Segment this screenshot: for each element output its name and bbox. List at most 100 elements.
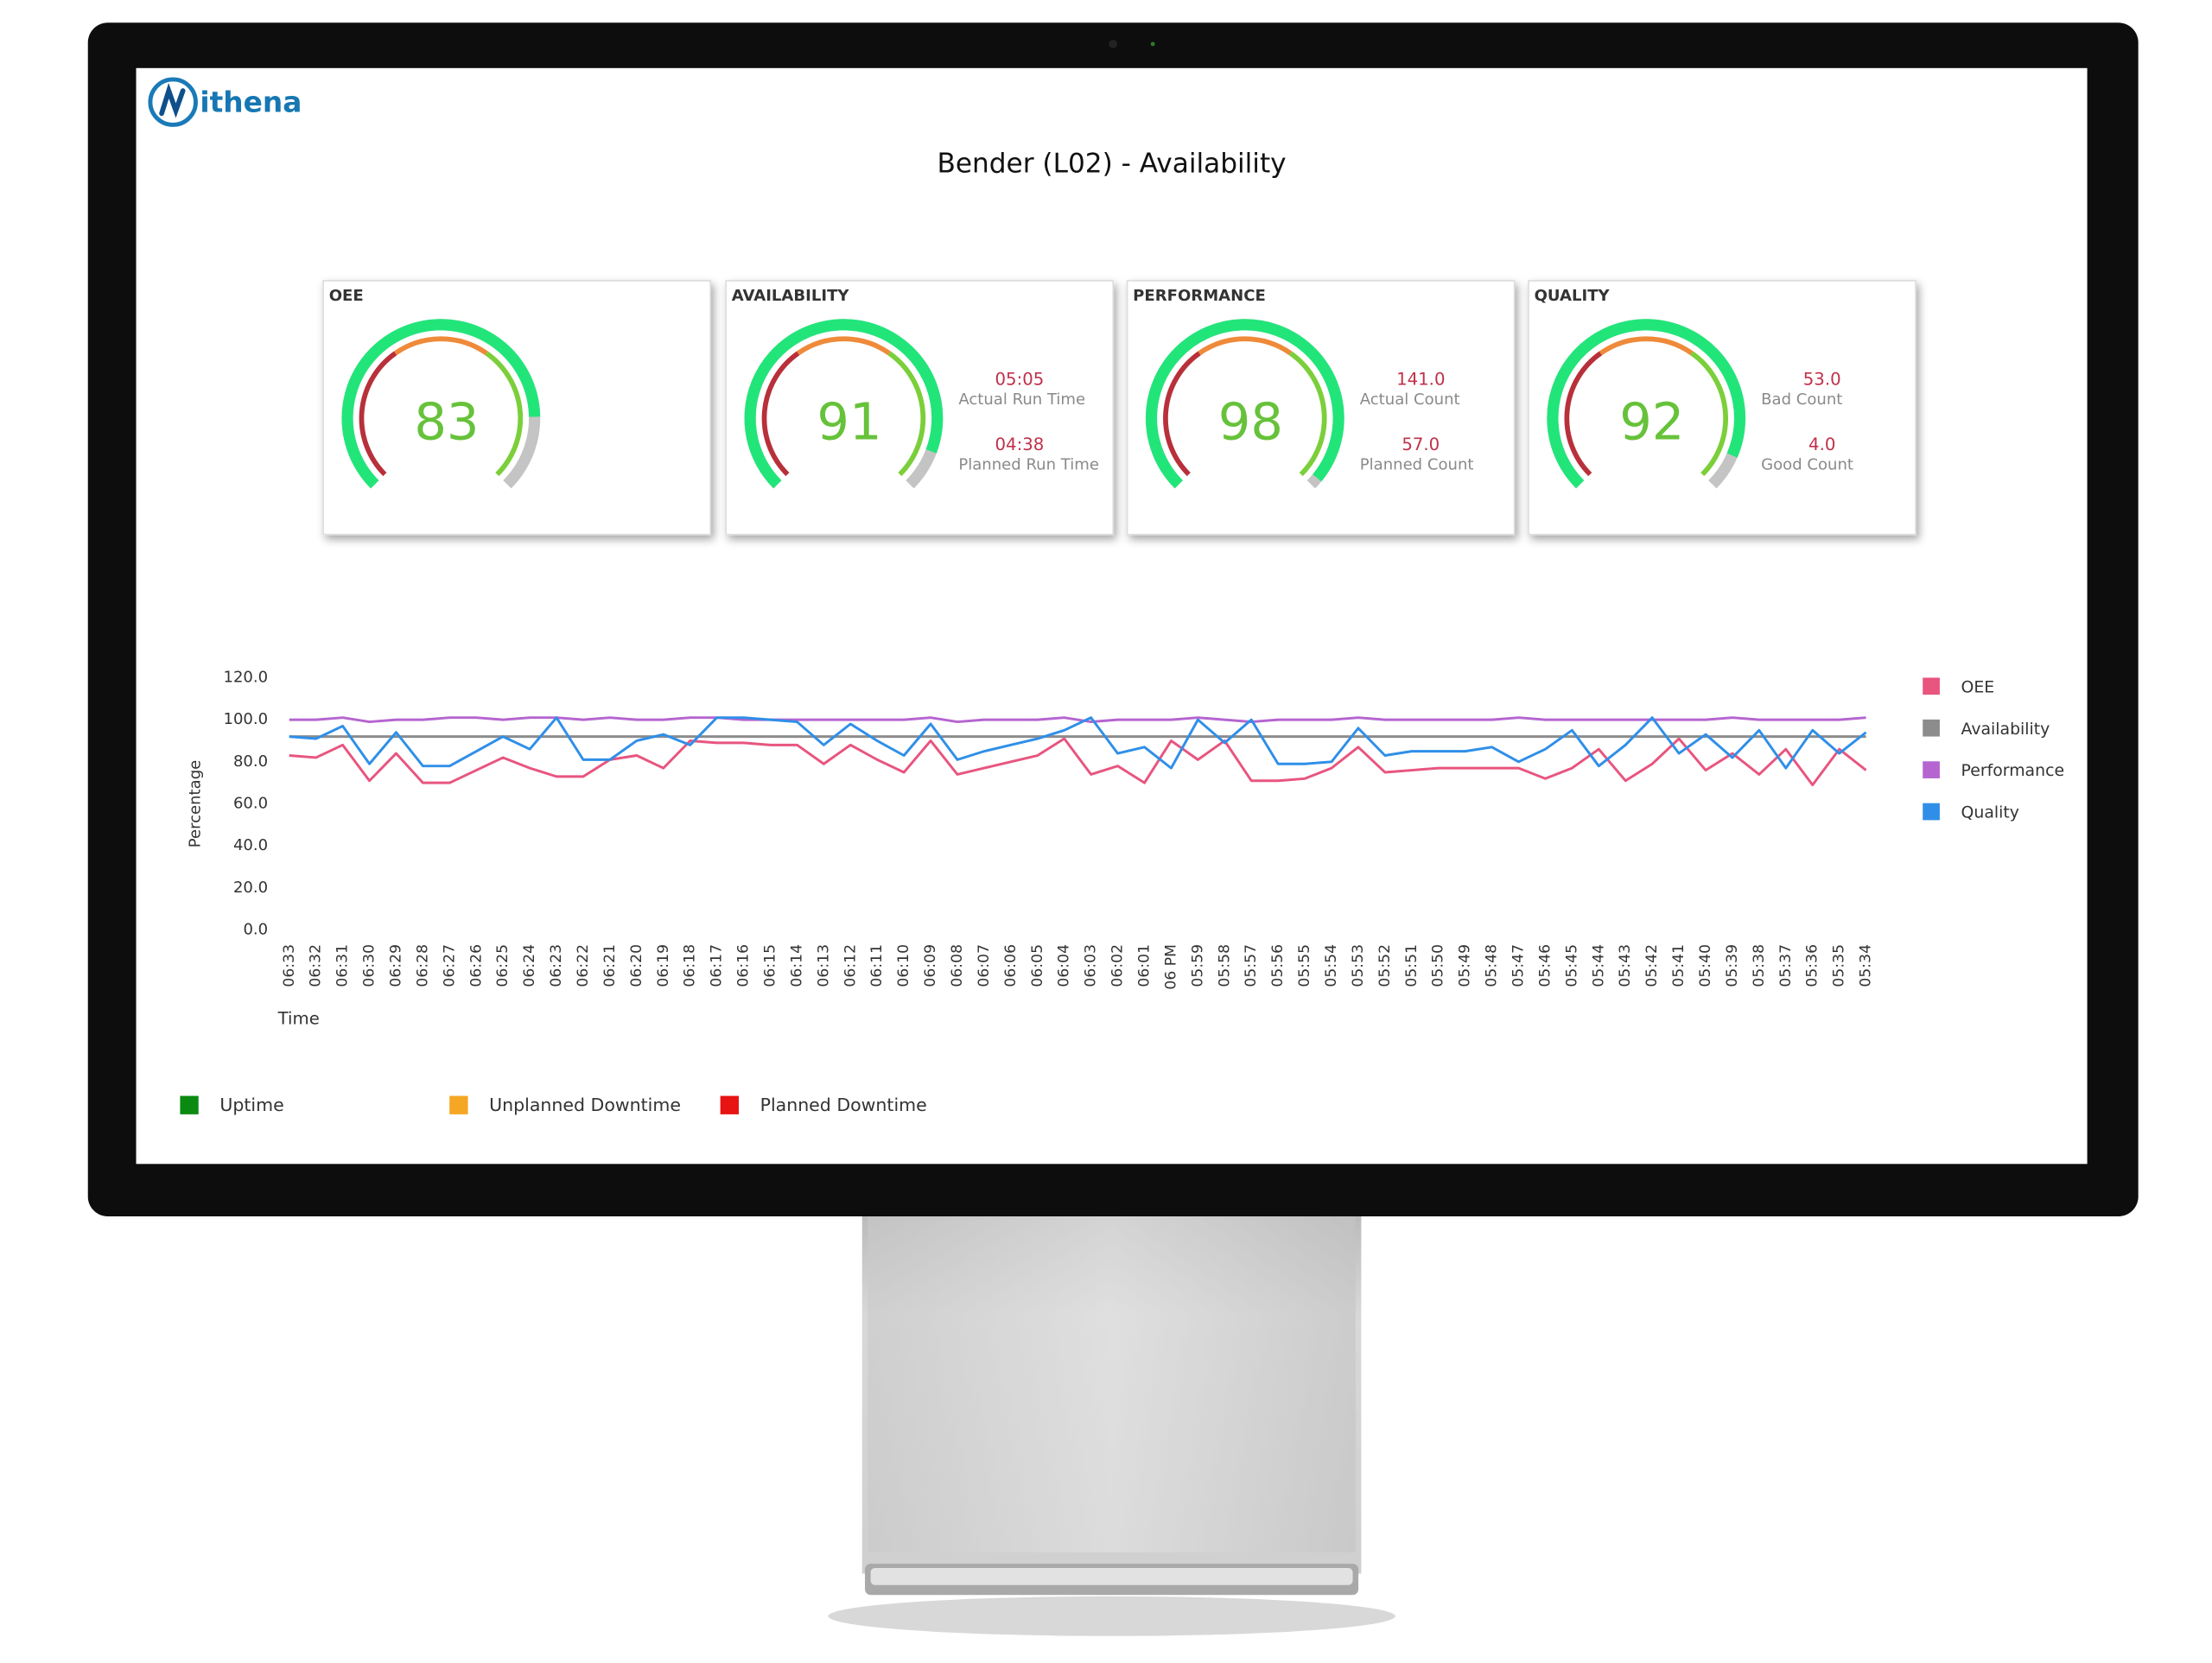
x-tick-label: 05:49 [1457, 944, 1474, 987]
x-tick-label: 05:39 [1724, 944, 1741, 987]
x-tick-label: 06:14 [788, 944, 805, 987]
series-line [289, 716, 1866, 724]
x-tick-label: 05:51 [1403, 944, 1421, 987]
page-title: Bender (L02) - Availability [937, 148, 1286, 179]
x-tick-label: 05:43 [1617, 944, 1634, 987]
stand-shadow [828, 1596, 1395, 1636]
metric-label: Bad Count [1761, 390, 1842, 409]
gauge-value: 83 [414, 391, 479, 451]
gauge-band-red [761, 351, 800, 477]
card-bg [725, 280, 1115, 536]
x-tick-label: 06:25 [494, 944, 512, 987]
x-tick-label: 05:57 [1243, 944, 1260, 987]
series-line [289, 737, 1867, 787]
logo-text: ithena [200, 86, 302, 118]
metric-value: 57.0 [1402, 435, 1440, 454]
gauge-value: 98 [1218, 391, 1283, 451]
x-tick-label: 05:53 [1350, 944, 1367, 987]
x-tick-label: 06:01 [1136, 944, 1154, 987]
gauge-band-orange [1198, 336, 1293, 356]
stand-neck-shine [868, 1204, 1356, 1552]
x-tick-label: 06:29 [387, 944, 404, 987]
y-tick-label: 80.0 [233, 752, 268, 771]
line-chart: Percentage Time 0.0 20.0 40.0 60.0 80.0 100.0… [186, 668, 2064, 1028]
x-tick-label: 06:26 [467, 944, 485, 987]
logo-icon [148, 77, 198, 127]
x-tick-label: 06:27 [441, 944, 458, 987]
status-label: Uptime [219, 1095, 283, 1115]
kpi-card: OEE 83 [322, 280, 711, 536]
legend-swatch [1923, 677, 1940, 695]
x-tick-label: 05:47 [1510, 944, 1528, 987]
card-bg [1126, 280, 1516, 536]
gauge-value-arc [744, 319, 944, 489]
stand-base-top [870, 1568, 1353, 1585]
card-label: AVAILABILITY [732, 287, 850, 305]
legend-swatch [1923, 803, 1940, 821]
x-tick-label: 06:30 [361, 944, 378, 987]
x-tick-label: 06:23 [548, 944, 565, 987]
gauge-band-red [1564, 351, 1603, 477]
metric-label: Good Count [1761, 455, 1853, 473]
legend-swatch [1923, 761, 1940, 778]
x-tick-label: 06:24 [521, 944, 538, 987]
x-tick-label: 06:08 [949, 944, 966, 987]
x-tick-label: 06:05 [1029, 944, 1046, 987]
x-tick-label: 06:22 [575, 944, 592, 987]
metric-label: Actual Count [1360, 390, 1460, 409]
gauge-band-red [359, 351, 397, 477]
metric-label: Planned Run Time [958, 455, 1099, 473]
x-tick-label: 05:59 [1189, 944, 1206, 987]
y-tick-label: 40.0 [233, 836, 268, 854]
x-tick-label: 05:44 [1590, 944, 1607, 987]
x-tick-label: 06:09 [922, 944, 939, 987]
x-tick-label: 06:07 [976, 944, 993, 987]
x-tick-label: 05:52 [1376, 944, 1394, 987]
logo: ithena [148, 77, 302, 127]
y-axis-label: Percentage [186, 760, 204, 848]
status-swatch [720, 1095, 739, 1114]
x-tick-label: 05:34 [1858, 944, 1875, 987]
x-tick-label: 05:40 [1697, 944, 1714, 987]
y-tick-label: 20.0 [233, 879, 268, 897]
status-swatch [449, 1095, 468, 1114]
x-tick-label: 06:32 [308, 944, 325, 987]
metric-label: Actual Run Time [958, 390, 1085, 409]
x-tick-label: 06:21 [601, 944, 619, 987]
x-tick-label: 05:42 [1643, 944, 1661, 987]
x-axis-label: Time [277, 1008, 320, 1028]
legend-label: Quality [1961, 803, 2019, 822]
camera [1109, 39, 1118, 48]
gauge-band-green [1690, 351, 1728, 477]
screen [136, 67, 2088, 1165]
gauge-band-green [1288, 351, 1327, 477]
status-legend: Uptime Unplanned Downtime Planned Downtime [180, 1095, 927, 1115]
card-bg [1528, 280, 1916, 536]
x-tick-label: 06:15 [761, 944, 779, 987]
x-tick-label: 05:50 [1430, 944, 1447, 987]
gauge-value: 92 [1619, 391, 1684, 451]
metric-value: 141.0 [1396, 369, 1445, 389]
metric-value: 53.0 [1803, 369, 1841, 389]
x-tick-label: 05:37 [1777, 944, 1795, 987]
gauge-value-arc [1547, 319, 1746, 489]
x-tick-label: 05:55 [1296, 944, 1313, 987]
metric-value: 05:05 [995, 369, 1045, 389]
x-tick-label: 06:03 [1083, 944, 1100, 987]
x-tick-label: 06:13 [815, 944, 832, 987]
metric-value: 4.0 [1808, 435, 1835, 454]
y-tick-label: 0.0 [243, 921, 268, 939]
x-tick-label: 06:31 [334, 944, 352, 987]
metric-value: 04:38 [995, 435, 1045, 454]
legend-label: OEE [1961, 677, 1995, 696]
gauge-band-red [1163, 351, 1201, 477]
x-tick-label: 05:45 [1563, 944, 1580, 987]
gauge-band-green [485, 351, 524, 477]
x-tick-label: 06:33 [281, 944, 298, 987]
x-tick-label: 06:18 [682, 944, 699, 987]
